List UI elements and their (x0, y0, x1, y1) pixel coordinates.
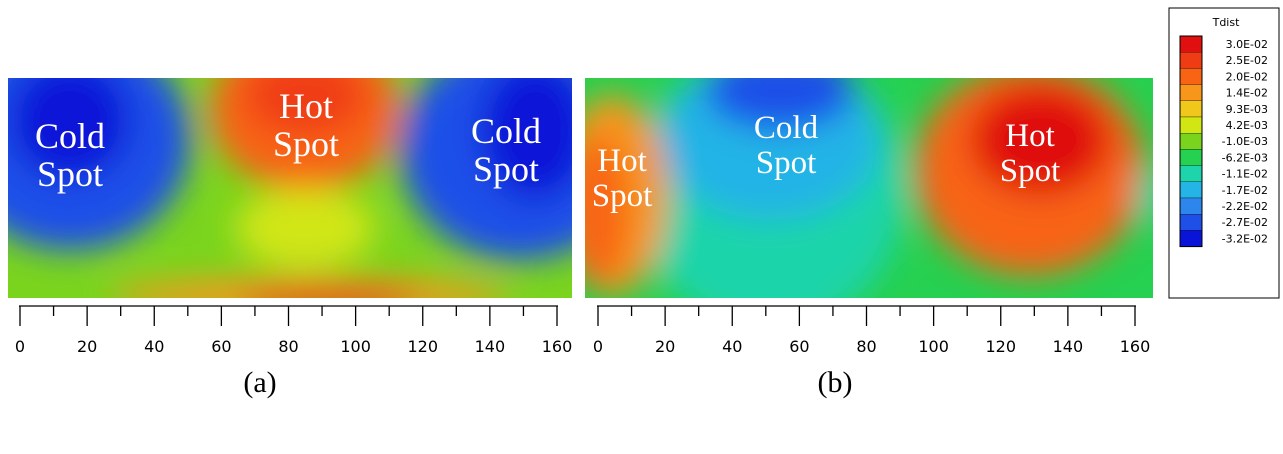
annotations-panel-a: Cold Spot Hot Spot Cold Spot (35, 86, 541, 194)
x-tick-label: 80 (856, 337, 876, 356)
colorbar-legend: Tdist 3.0E-02 2.5E-02 2.0E-02 1.4E-02 9.3E-0… (1168, 7, 1280, 299)
legend-swatch (1179, 35, 1203, 53)
x-tick-label: 40 (144, 337, 164, 356)
x-tick-label: 60 (211, 337, 231, 356)
legend-label: 2.0E-02 (1226, 70, 1268, 83)
caption-panel-a: (a) (243, 366, 276, 399)
legend-swatches: 3.0E-02 2.5E-02 2.0E-02 1.4E-02 9.3E-03 4.2E-… (1179, 35, 1268, 248)
legend-swatch (1179, 133, 1203, 150)
cold-spot-label: Cold Spot (754, 110, 819, 181)
heatmap-a-cold-core-right (480, 78, 572, 200)
x-tick-label: 100 (340, 337, 371, 356)
heatmap-panel-a (8, 78, 572, 298)
x-tick-label: 0 (593, 337, 603, 356)
legend-label: -1.1E-02 (1222, 168, 1268, 181)
legend-label: 4.2E-03 (1226, 119, 1268, 132)
legend-swatch-frame (1179, 35, 1203, 248)
legend-swatch (1179, 52, 1203, 69)
legend-swatch (1179, 197, 1203, 215)
hot-spot-label: Hot Spot (273, 86, 339, 164)
heatmap-a-yellow-neck (235, 188, 375, 268)
legend-swatch (1179, 214, 1203, 231)
legend-label: 3.0E-02 (1226, 38, 1268, 51)
legend-swatch (1179, 181, 1203, 199)
legend-swatch (1179, 165, 1203, 182)
x-tick-label: 0 (15, 337, 25, 356)
x-tick-label: 160 (1120, 337, 1151, 356)
legend-label: -1.0E-03 (1222, 135, 1268, 148)
x-tick-label: 120 (407, 337, 438, 356)
cold-spot-label: Cold Spot (35, 116, 105, 194)
x-tick-label: 20 (655, 337, 675, 356)
x-tick-label: 120 (985, 337, 1016, 356)
legend-swatch (1179, 84, 1203, 101)
legend-swatch (1179, 149, 1203, 166)
heatmap-a-hot-core-top (245, 78, 365, 135)
x-axis-panel-b: 0 20 40 60 80 100 120 140 160 (593, 305, 1151, 356)
heatmap-a-cold-core-left (10, 78, 130, 180)
x-tick-label: 160 (542, 337, 573, 356)
legend-label: 2.5E-02 (1226, 54, 1268, 67)
heatmap-b-edge-cool (1136, 165, 1153, 225)
legend-label: -2.2E-02 (1222, 200, 1268, 213)
annotations-panel-b: Hot Spot Cold Spot Hot Spot (592, 110, 1061, 214)
hot-spot-label: Hot Spot (592, 143, 653, 214)
x-tick-label: 80 (278, 337, 298, 356)
legend-label: 1.4E-02 (1226, 87, 1268, 100)
cold-spot-label: Cold Spot (471, 111, 541, 189)
heatmap-b-hot-core-left (585, 135, 628, 285)
legend-swatch (1179, 100, 1203, 118)
heatmap-b-hot-core-right (970, 85, 1110, 195)
hot-spot-label: Hot Spot (1000, 118, 1061, 189)
x-axis-panel-a: 0 20 40 60 80 100 120 140 160 (15, 305, 573, 356)
caption-panel-b: (b) (818, 366, 853, 399)
legend-swatch (1179, 68, 1203, 85)
legend-title: Tdist (1212, 16, 1240, 29)
legend-swatch (1179, 116, 1203, 134)
legend-label: -1.7E-02 (1222, 184, 1268, 197)
x-tick-label: 100 (918, 337, 949, 356)
legend-label: 9.3E-03 (1226, 103, 1268, 116)
x-tick-label: 40 (722, 337, 742, 356)
x-tick-label: 20 (77, 337, 97, 356)
legend-label: -6.2E-03 (1222, 151, 1268, 164)
legend-swatch (1179, 230, 1203, 247)
legend-label: -2.7E-02 (1222, 216, 1268, 229)
x-tick-label: 140 (475, 337, 506, 356)
x-tick-label: 60 (789, 337, 809, 356)
heatmap-b-cold-core (705, 78, 855, 130)
legend-label: -3.2E-02 (1222, 232, 1268, 245)
heatmap-a-hot-bottom (110, 278, 510, 298)
heatmap-a-hot-bottom-core (241, 288, 419, 298)
x-tick-label: 140 (1053, 337, 1084, 356)
heatmap-panel-b (585, 78, 1153, 298)
